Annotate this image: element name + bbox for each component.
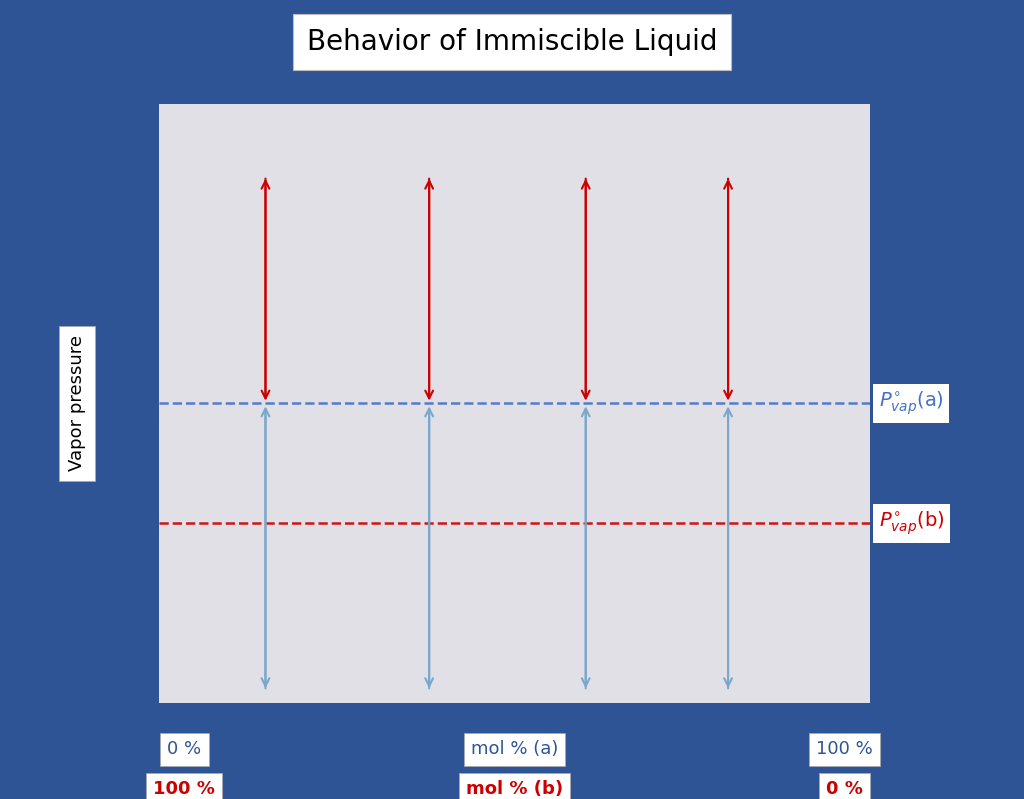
- Text: Vapor pressure: Vapor pressure: [68, 336, 86, 471]
- Text: 0 %: 0 %: [167, 741, 202, 758]
- Text: Behavior of Immiscible Liquid: Behavior of Immiscible Liquid: [307, 28, 717, 56]
- Text: 100 %: 100 %: [816, 741, 873, 758]
- Text: mol % (b): mol % (b): [466, 781, 563, 798]
- Text: 100 %: 100 %: [154, 781, 215, 798]
- Text: $P^{\circ}_{vap}$(b): $P^{\circ}_{vap}$(b): [879, 510, 944, 537]
- Text: mol % (a): mol % (a): [471, 741, 558, 758]
- Text: 0 %: 0 %: [826, 781, 863, 798]
- Text: $P^{\circ}_{vap}$(a): $P^{\circ}_{vap}$(a): [879, 390, 943, 417]
